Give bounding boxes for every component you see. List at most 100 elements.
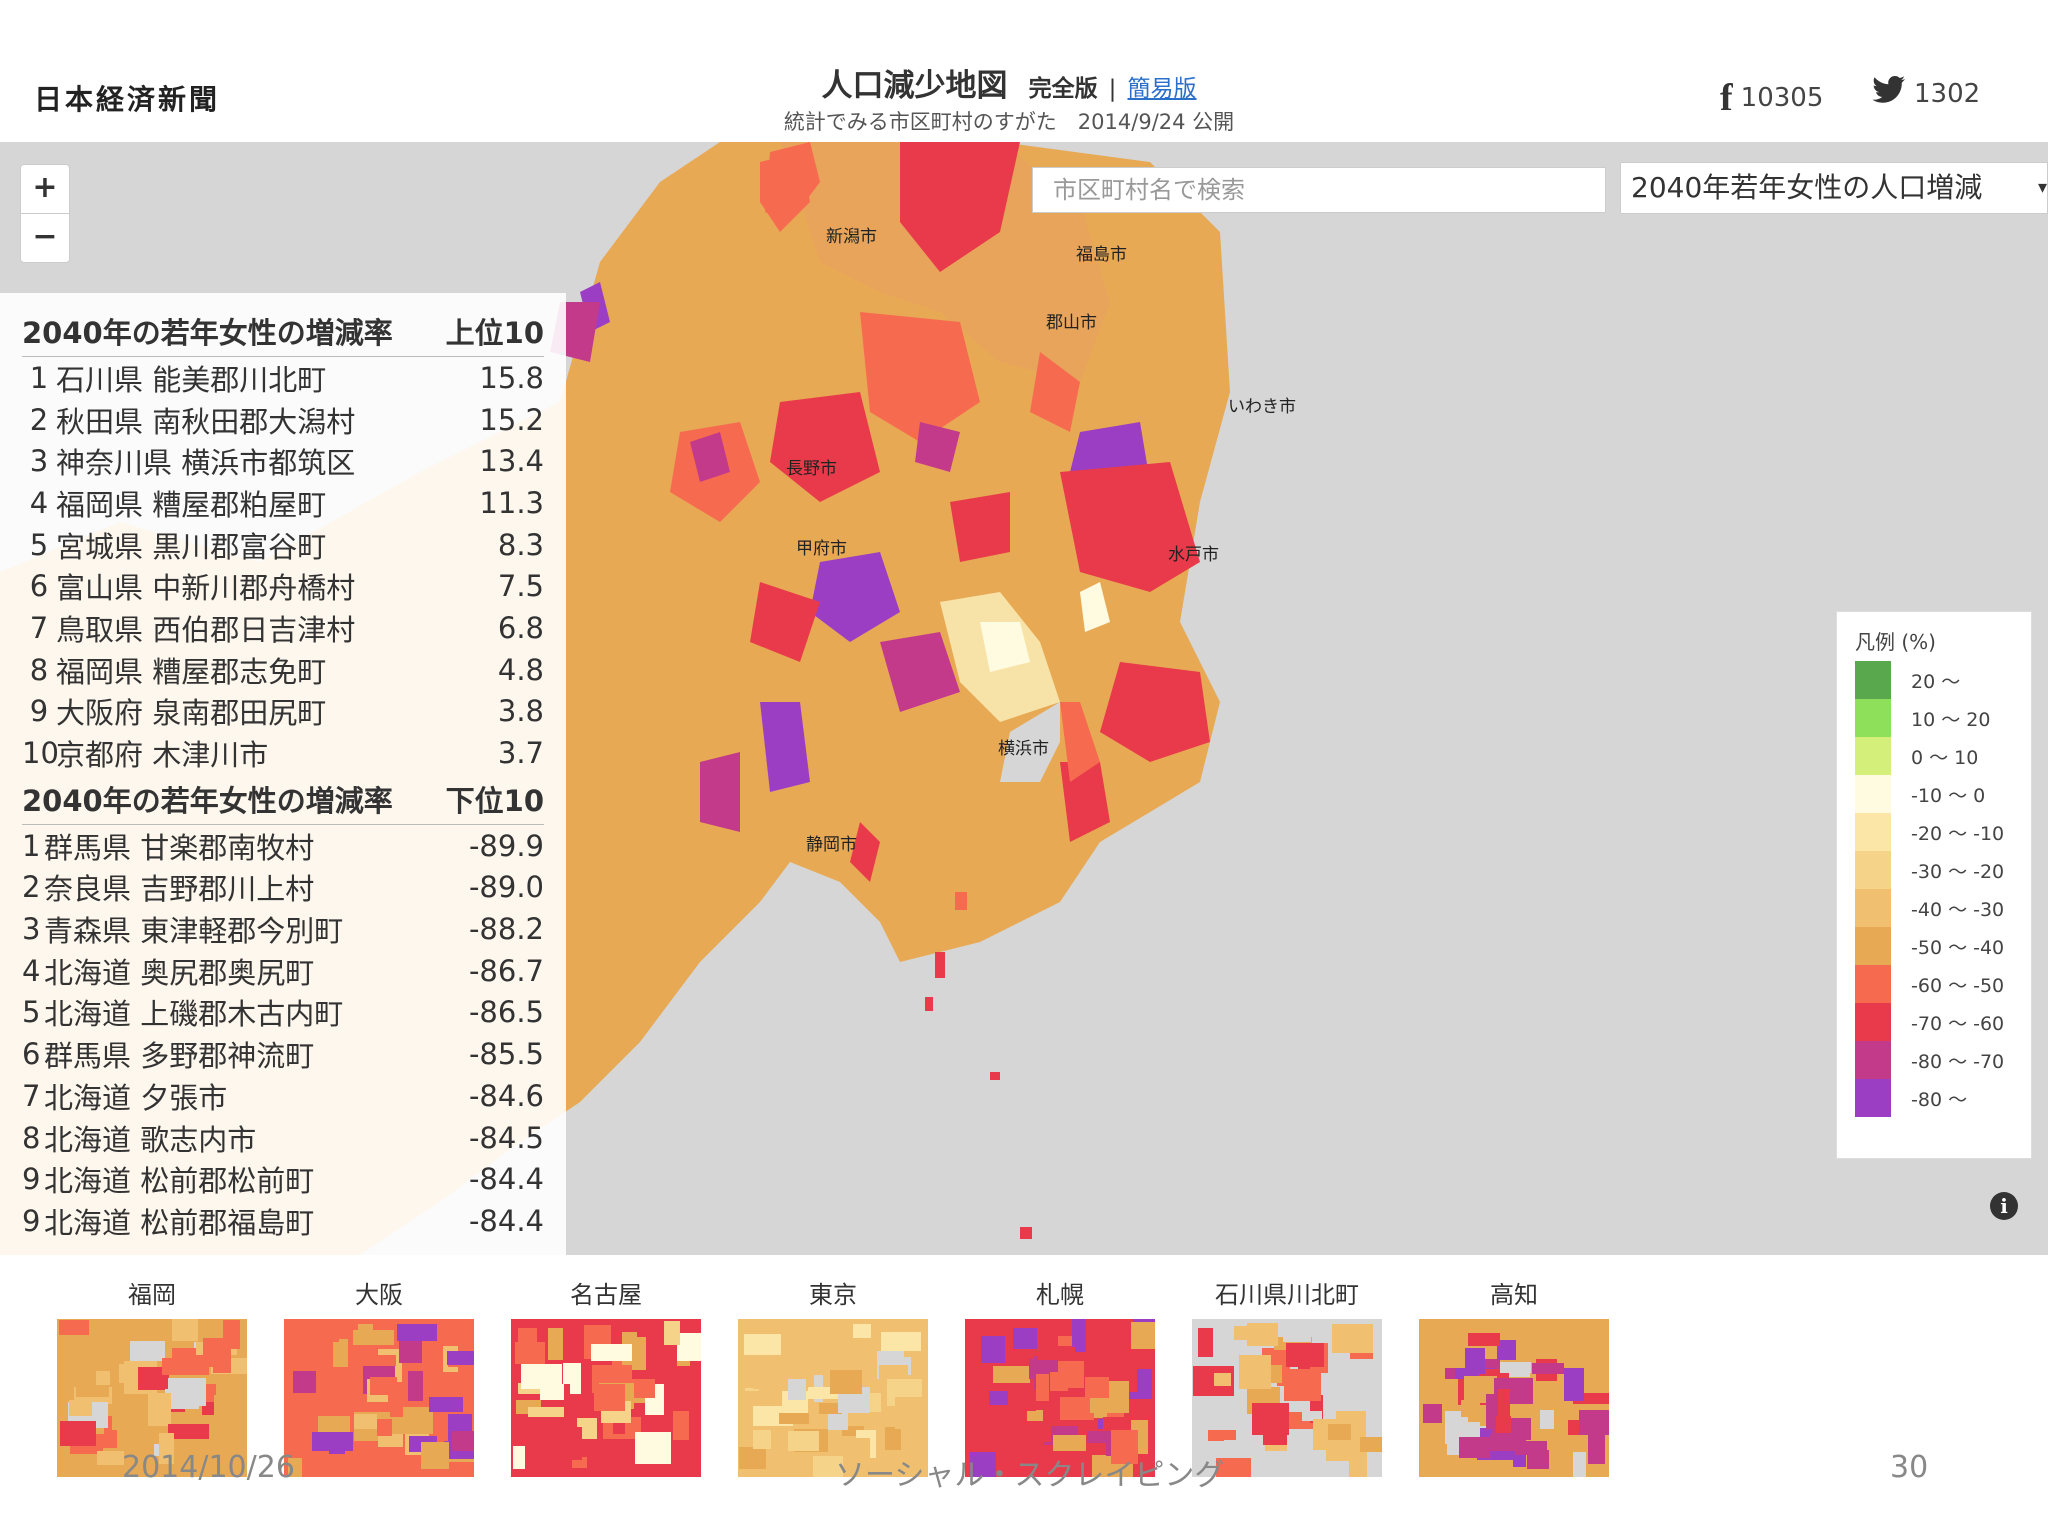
rank-number: 9 <box>29 694 49 729</box>
ranking-row[interactable]: 8 福岡県 糟屋郡志免町 4.8 <box>22 649 544 691</box>
rank-number: 2 <box>22 870 41 905</box>
legend-swatch <box>1855 661 1891 699</box>
rank-number: 8 <box>22 1120 41 1155</box>
legend-label: -30 ～ -20 <box>1911 860 2005 883</box>
thumbnail-1[interactable]: 福岡 <box>57 1275 249 1481</box>
legend-title: 凡例 (%) <box>1855 630 1936 654</box>
ranking-row[interactable]: 2 奈良県 吉野郡川上村 -89.0 <box>22 867 544 909</box>
ranking-row[interactable]: 5 北海道 上磯郡木古内町 -86.5 <box>22 992 544 1034</box>
thumbnail-3[interactable]: 名古屋 <box>511 1275 710 1481</box>
subtitle-line: 統計でみる市区町村のすがた 2014/9/24 公開 <box>0 106 2048 136</box>
ranking-row[interactable]: 4 福岡県 糟屋郡粕屋町 11.3 <box>22 482 544 524</box>
city-label-niigata: 新潟市 <box>826 227 877 247</box>
ranking-row[interactable]: 9 北海道 松前郡松前町 -84.4 <box>22 1158 544 1200</box>
indicator-select[interactable]: 2040年若年女性の人口増減 ▾ <box>1620 162 2048 214</box>
ranking-row[interactable]: 9 大阪府 泉南郡田尻町 3.8 <box>22 691 544 733</box>
legend-label: -10 ～ 0 <box>1911 784 1986 807</box>
ranking-row[interactable]: 7 北海道 夕張市 -84.6 <box>22 1075 544 1117</box>
thumbnail-5[interactable]: 札幌 <box>965 1275 1167 1484</box>
thumbnail-map[interactable] <box>511 1319 710 1477</box>
legend-item: 20 ～ <box>1855 661 2031 699</box>
thumbnail-2[interactable]: 大阪 <box>284 1275 487 1487</box>
bottom10-badge: 下位10 <box>445 783 544 818</box>
chiba-east <box>1100 662 1210 762</box>
bottom10-list: 1 群馬県 甘楽郡南牧村 -89.9 2 奈良県 吉野郡川上村 -89.0 3 青森県 東津軽… <box>22 825 566 1242</box>
ranking-row[interactable]: 10 京都府 木津川市 3.7 <box>22 732 544 774</box>
thumbnail-label: 東京 <box>809 1281 857 1309</box>
thumbnail-4[interactable]: 東京 <box>738 1275 945 1485</box>
search-input[interactable]: 市区町村名で検索 <box>1032 167 1606 213</box>
tokyo-bay <box>1000 702 1060 782</box>
rate-value: 13.4 <box>479 444 544 479</box>
thumbnail-map[interactable] <box>57 1319 249 1477</box>
facebook-icon: f <box>1720 77 1733 119</box>
ranking-row[interactable]: 3 神奈川県 横浜市都筑区 13.4 <box>22 440 544 482</box>
thumbnail-6[interactable]: 石川県川北町 <box>1192 1275 1399 1484</box>
rate-value: -86.7 <box>468 953 544 988</box>
facebook-share[interactable]: f 10305 <box>1720 76 1823 120</box>
rate-value: -84.6 <box>468 1078 544 1113</box>
thumbnail-map[interactable] <box>965 1319 1167 1484</box>
thumbnail-7[interactable]: 高知 <box>1419 1275 1617 1482</box>
ranking-row[interactable]: 2 秋田県 南秋田郡大潟村 15.2 <box>22 399 544 441</box>
legend-swatch <box>1855 737 1891 775</box>
nikkei-logo[interactable]: 日本経済新聞 <box>34 83 221 116</box>
thumbnail-label: 福岡 <box>128 1281 176 1309</box>
ranking-row[interactable]: 8 北海道 歌志内市 -84.5 <box>22 1117 544 1159</box>
thumbnail-map[interactable] <box>1419 1319 1617 1482</box>
thumbnail-map[interactable] <box>284 1319 487 1487</box>
city-label-koriyama: 郡山市 <box>1046 313 1097 333</box>
ranking-row[interactable]: 9 北海道 松前郡福島町 -84.4 <box>22 1200 544 1242</box>
rank-number: 4 <box>22 953 41 988</box>
ranking-row[interactable]: 5 宮城県 黒川郡富谷町 8.3 <box>22 524 544 566</box>
rate-value: 6.8 <box>497 610 544 645</box>
ranking-row[interactable]: 6 富山県 中新川郡舟橋村 7.5 <box>22 565 544 607</box>
rate-value: -89.0 <box>468 870 544 905</box>
municipality-name: 神奈川県 横浜市都筑区 <box>56 446 356 481</box>
ranking-row[interactable]: 1 石川県 能美郡川北町 15.8 <box>22 357 544 399</box>
municipality-name: 宮城県 黒川郡富谷町 <box>56 529 327 564</box>
legend-item: -30 ～ -20 <box>1855 851 2031 889</box>
municipality-name: 大阪府 泉南郡田尻町 <box>56 696 327 731</box>
ranking-row[interactable]: 1 群馬県 甘楽郡南牧村 -89.9 <box>22 825 544 867</box>
izu-island-1 <box>955 892 967 910</box>
simple-version-link[interactable]: 簡易版 <box>1127 76 1197 102</box>
top10-title: 2040年の若年女性の増減率 <box>22 316 393 350</box>
bottom10-title: 2040年の若年女性の増減率 <box>22 783 393 818</box>
legend-swatch <box>1855 813 1891 851</box>
twitter-icon <box>1872 76 1906 112</box>
ranking-row[interactable]: 7 鳥取県 西伯郡日吉津村 6.8 <box>22 607 544 649</box>
thumbnail-map[interactable] <box>1192 1319 1399 1484</box>
ranking-row[interactable]: 3 青森県 東津軽郡今別町 -88.2 <box>22 908 544 950</box>
zoom-in-button[interactable]: + <box>20 164 70 214</box>
izu-island-5 <box>1020 1227 1032 1239</box>
rank-number: 2 <box>29 402 49 437</box>
rate-value: 8.3 <box>497 527 544 562</box>
ranking-row[interactable]: 4 北海道 奥尻郡奥尻町 -86.7 <box>22 950 544 992</box>
info-icon[interactable]: i <box>1990 1192 2018 1220</box>
municipality-name: 京都府 木津川市 <box>56 738 269 773</box>
region-red-4 <box>770 392 880 502</box>
municipality-name: 青森県 東津軽郡今別町 <box>44 914 344 949</box>
izu-peninsula <box>850 822 880 882</box>
legend-label: -20 ～ -10 <box>1911 822 2005 845</box>
region-purple-9 <box>700 752 740 832</box>
twitter-share[interactable]: 1302 <box>1872 76 1980 112</box>
zoom-out-button[interactable]: − <box>20 213 70 263</box>
izu-island-4 <box>990 1072 1000 1080</box>
city-label-yokohama: 横浜市 <box>998 739 1049 759</box>
legend-item: -40 ～ -30 <box>1855 889 2031 927</box>
ranking-row[interactable]: 6 群馬県 多野郡神流町 -85.5 <box>22 1033 544 1075</box>
rank-number: 5 <box>22 995 41 1030</box>
municipality-name: 富山県 中新川郡舟橋村 <box>56 571 356 606</box>
map-legend: 凡例 (%) 20 ～ 10 ～ 20 0 ～ 10 -10 ～ 0 -20 ～ -10… <box>1836 611 2032 1159</box>
rate-value: 4.8 <box>497 652 544 687</box>
thumbnail-map[interactable] <box>738 1319 945 1485</box>
legend-label: 20 ～ <box>1911 670 1961 693</box>
rate-value: -88.2 <box>468 912 544 947</box>
bottom10-header: 2040年の若年女性の増減率 下位10 <box>22 778 544 825</box>
legend-label: 0 ～ 10 <box>1911 746 1979 769</box>
municipality-name: 北海道 夕張市 <box>44 1080 228 1115</box>
tokyo-core <box>980 622 1030 672</box>
thumbnail-label: 札幌 <box>1036 1281 1084 1309</box>
